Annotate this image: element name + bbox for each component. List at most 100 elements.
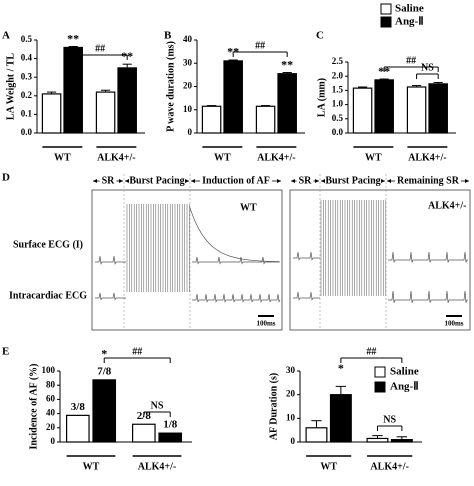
bar — [366, 437, 389, 443]
ecg-row-label: Intracardiac ECG — [9, 290, 87, 301]
annotation: ## — [95, 43, 105, 54]
y-tick-label: 40 — [183, 34, 193, 44]
y-tick-label: 0.0 — [332, 127, 344, 137]
y-tick-label: 0 — [291, 436, 296, 446]
y-tick-label: 0.2 — [21, 90, 33, 100]
y-axis-label: Incidence of AF (%) — [28, 363, 39, 449]
legend-swatch — [374, 381, 386, 393]
phase-label: Induction of AF — [202, 175, 270, 186]
y-tick-label: 20 — [183, 81, 193, 91]
annotation: NS — [151, 400, 164, 411]
panel-label: D — [2, 172, 10, 184]
y-tick-label: 2.5 — [332, 56, 344, 66]
value-label: 3/8 — [71, 401, 86, 413]
annotation: * — [338, 361, 344, 375]
legend-label: Ang-Ⅱ — [395, 16, 424, 28]
bar — [406, 86, 427, 134]
annotation: NS — [383, 414, 396, 425]
y-tick-label: 0.1 — [21, 108, 33, 118]
genotype-label: ALK4+/- — [428, 200, 466, 211]
value-label: 7/8 — [97, 365, 112, 377]
bar — [329, 394, 352, 443]
y-tick-label: 20 — [286, 389, 296, 399]
y-tick-label: 0.0 — [21, 127, 33, 137]
x-tick-label: ALK4+/- — [370, 461, 408, 472]
y-tick-label: 60 — [46, 393, 56, 403]
y-tick-label: 2.0 — [332, 70, 344, 80]
scale-label: 100ms — [256, 320, 275, 328]
legend-swatch — [380, 3, 392, 15]
y-axis-label: AF Duration (s) — [268, 373, 279, 440]
ecg-trace — [189, 207, 279, 262]
x-tick-label: WT — [365, 152, 382, 163]
panel-label: E — [2, 346, 9, 358]
annotation: ## — [255, 40, 265, 51]
y-axis-label: LA (mm) — [316, 78, 327, 117]
y-tick-label: 30 — [286, 365, 296, 375]
x-tick-label: WT — [214, 152, 231, 163]
bar — [223, 60, 243, 134]
bar — [92, 379, 117, 443]
y-tick-label: 1.5 — [332, 84, 344, 94]
bar — [63, 46, 83, 134]
y-tick-label: 100 — [42, 365, 56, 375]
ecg-trace — [95, 292, 126, 301]
bar — [305, 427, 328, 443]
annotation: NS — [421, 62, 434, 73]
y-tick-label: 0 — [51, 436, 56, 446]
panel-label: A — [2, 30, 10, 42]
ecg-trace — [293, 291, 320, 301]
y-tick-label: 0.3 — [21, 71, 33, 81]
bar — [352, 87, 373, 134]
bar — [117, 67, 137, 134]
genotype-label: WT — [240, 202, 257, 213]
bar — [41, 93, 62, 134]
phase-label: Burst Pacing — [325, 175, 380, 186]
ecg-trace — [95, 255, 126, 265]
phase-label: SR — [102, 175, 116, 186]
bar — [255, 105, 276, 134]
annotation: ## — [366, 346, 376, 357]
ecg-trace — [192, 293, 281, 303]
legend-label: Ang-Ⅱ — [390, 381, 419, 393]
x-tick-label: WT — [83, 461, 100, 472]
x-tick-label: ALK4+/- — [257, 152, 295, 163]
y-tick-label: 80 — [46, 379, 56, 389]
bar — [132, 423, 156, 443]
ecg-trace — [388, 290, 468, 303]
y-tick-label: 1.0 — [332, 99, 344, 109]
bar — [374, 79, 394, 134]
legend-swatch — [374, 366, 386, 378]
y-tick-label: 0.4 — [21, 53, 33, 63]
ecg-trace — [192, 256, 280, 265]
annotation: ## — [406, 55, 416, 66]
y-tick-label: 30 — [183, 57, 193, 67]
annotation: ** — [67, 31, 79, 45]
y-tick-label: 20 — [46, 422, 56, 432]
ecg-trace — [126, 204, 190, 292]
bar — [277, 73, 297, 134]
scale-label: 100ms — [444, 320, 463, 328]
legend-label: Saline — [390, 366, 419, 378]
y-axis-label: P wave duration (ms) — [165, 41, 176, 132]
x-tick-label: WT — [54, 152, 71, 163]
phase-label: SR — [299, 175, 313, 186]
x-tick-label: ALK4+/- — [408, 152, 446, 163]
legend-swatch — [380, 16, 392, 28]
panel-label: C — [316, 30, 324, 42]
y-tick-label: 40 — [46, 408, 56, 418]
annotation: ** — [281, 57, 293, 71]
bar — [65, 414, 90, 443]
annotation: ## — [132, 346, 142, 357]
bar — [158, 432, 183, 443]
bar — [428, 83, 448, 134]
y-tick-label: 0.5 — [21, 34, 33, 44]
ecg-trace — [320, 200, 387, 296]
panel-label: B — [164, 30, 172, 42]
y-tick-label: 0 — [188, 127, 193, 137]
y-tick-label: 10 — [286, 412, 296, 422]
bar — [201, 105, 222, 134]
bar — [390, 439, 413, 443]
x-tick-label: ALK4+/- — [97, 152, 135, 163]
x-tick-label: WT — [320, 461, 337, 472]
